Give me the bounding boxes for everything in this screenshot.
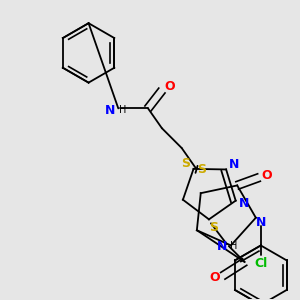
Text: O: O (262, 169, 272, 182)
Text: O: O (164, 80, 175, 93)
Text: H: H (118, 105, 126, 116)
Text: O: O (210, 271, 220, 284)
Text: Cl: Cl (254, 257, 267, 270)
Text: N: N (217, 240, 227, 253)
Text: S: S (209, 221, 218, 234)
Text: N: N (229, 158, 239, 171)
Text: S: S (181, 158, 190, 170)
Text: S: S (197, 163, 206, 176)
Text: N: N (105, 104, 116, 117)
Text: N: N (238, 197, 249, 210)
Text: H: H (230, 241, 237, 251)
Text: N: N (256, 216, 266, 229)
